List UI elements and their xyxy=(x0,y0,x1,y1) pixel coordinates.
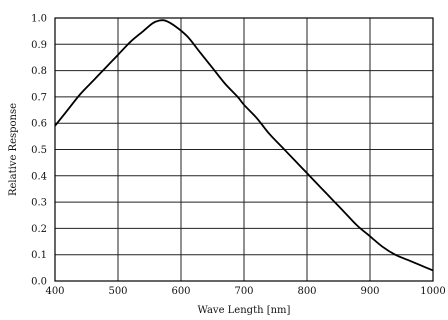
y-tick-label: 1.0 xyxy=(31,14,47,25)
x-tick-label: 700 xyxy=(234,286,253,297)
y-axis-label: Relative Response xyxy=(8,103,19,196)
y-tick-label: 0.8 xyxy=(31,66,47,77)
y-tick-label: 0.7 xyxy=(31,92,47,103)
x-tick-label: 900 xyxy=(360,286,379,297)
y-axis-ticks: 0.0 0.1 0.2 0.3 0.4 0.5 0.6 0.7 0.8 0.9 1.0 xyxy=(31,14,47,288)
y-tick-label: 0.0 xyxy=(31,277,47,288)
y-tick-label: 0.6 xyxy=(31,119,47,130)
x-axis-ticks: 400 500 600 700 800 900 1000 xyxy=(45,286,445,297)
y-tick-label: 0.2 xyxy=(31,224,47,235)
x-tick-label: 800 xyxy=(297,286,316,297)
x-axis-label: Wave Length [nm] xyxy=(198,305,291,316)
x-tick-label: 1000 xyxy=(420,286,445,297)
response-curve xyxy=(54,19,434,272)
x-tick-label: 500 xyxy=(108,286,127,297)
y-tick-label: 0.3 xyxy=(31,198,47,209)
y-tick-label: 0.4 xyxy=(31,171,47,182)
y-tick-label: 0.1 xyxy=(31,250,47,261)
x-tick-label: 400 xyxy=(45,286,64,297)
y-tick-label: 0.9 xyxy=(31,40,47,51)
plot-frame xyxy=(54,17,434,282)
y-tick-label: 0.5 xyxy=(31,145,47,156)
x-tick-label: 600 xyxy=(171,286,190,297)
